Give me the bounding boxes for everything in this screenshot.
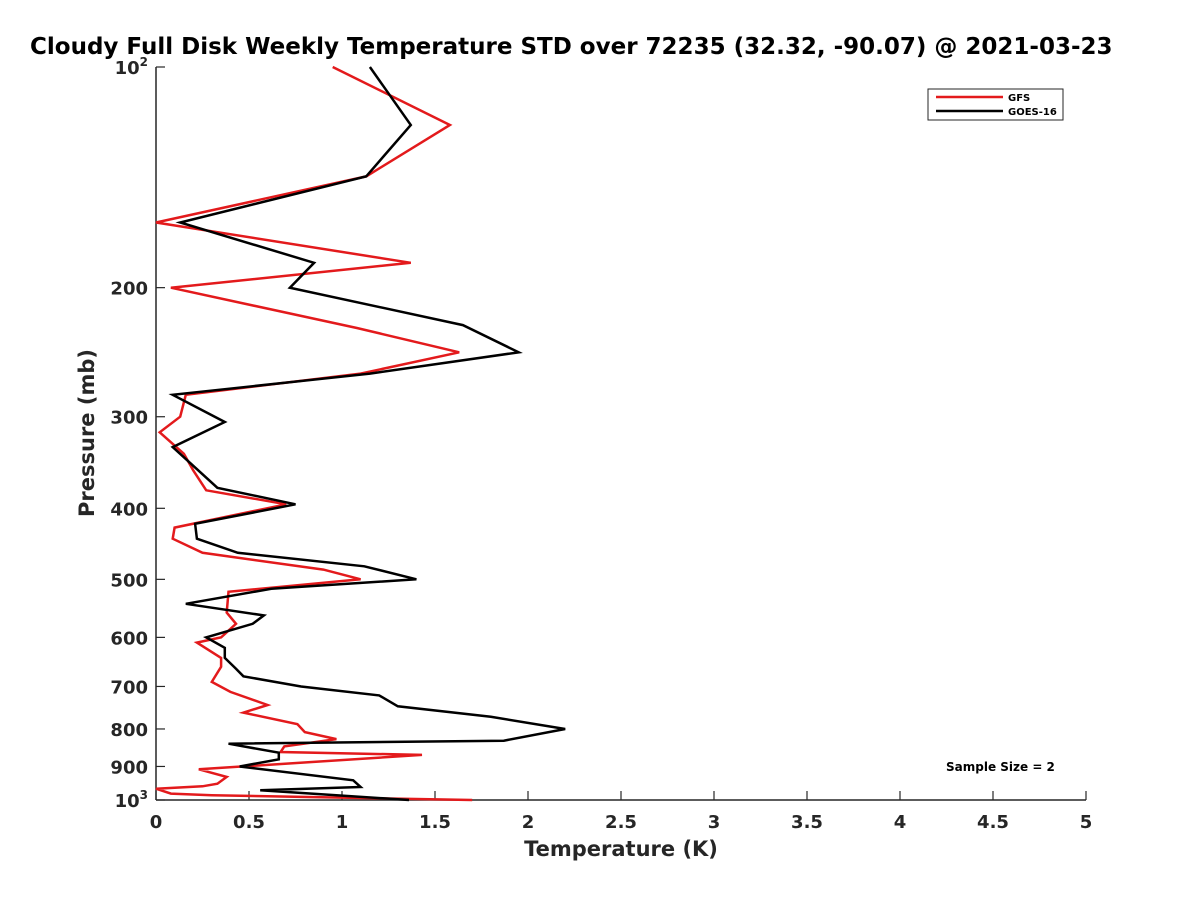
y-tick-label: 800 (110, 720, 148, 741)
x-tick-label: 3.5 (791, 812, 823, 833)
y-tick-label: 200 (110, 279, 148, 300)
chart-title: Cloudy Full Disk Weekly Temperature STD … (30, 34, 1113, 60)
plot-area (156, 67, 1086, 800)
x-axis-label: Temperature (K) (524, 837, 718, 861)
x-tick-label: 0 (150, 812, 163, 833)
legend: GFS GOES-16 (927, 88, 1064, 121)
y-tick-label: 300 (110, 408, 148, 429)
legend-box (927, 88, 1064, 121)
y-axis-label: Pressure (mb) (75, 349, 99, 517)
series-layer (155, 65, 566, 802)
sample-size-note: Sample Size = 2 (946, 760, 1055, 774)
x-tick-label: 2 (522, 812, 535, 833)
x-tick-label: 3 (708, 812, 721, 833)
series-line-goes16 (168, 66, 566, 802)
x-tick-label: 1 (336, 812, 349, 833)
y-tick-label: 700 (110, 677, 148, 698)
y-tick-label: 102 (115, 55, 148, 79)
y-tick-label: 600 (110, 628, 148, 649)
y-tick-exponent: 3 (140, 788, 148, 802)
legend-label-goes16: GOES-16 (1008, 107, 1057, 118)
x-tick-label: 0.5 (233, 812, 265, 833)
x-tick-label: 4 (894, 812, 907, 833)
series-line-gfs (155, 65, 473, 802)
y-tick-label: 900 (110, 757, 148, 778)
y-tick-label: 103 (115, 788, 148, 812)
x-axis: 0 0.5 1 1.5 2 2.5 3 3.5 4 4.5 5 (150, 791, 1093, 833)
y-tick-label: 500 (110, 570, 148, 591)
x-tick-label: 2.5 (605, 812, 637, 833)
x-tick-label: 5 (1080, 812, 1093, 833)
y-axis: 102 200 300 400 500 600 700 800 900 103 (110, 55, 165, 812)
y-tick-label: 400 (110, 499, 148, 520)
y-tick-exponent: 2 (140, 55, 148, 69)
legend-label-gfs: GFS (1008, 93, 1030, 104)
x-tick-label: 4.5 (977, 812, 1009, 833)
x-tick-label: 1.5 (419, 812, 451, 833)
